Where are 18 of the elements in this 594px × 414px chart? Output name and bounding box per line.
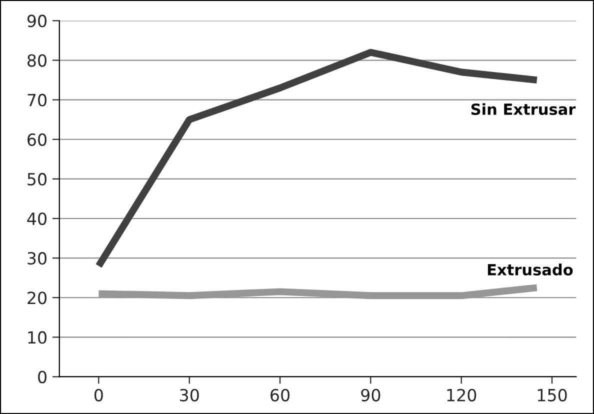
x-tick-label: 150 [538, 388, 567, 402]
y-tick-label: 90 [27, 14, 46, 28]
x-tick-label: 30 [180, 388, 199, 402]
x-tick-label: 60 [270, 388, 290, 402]
y-tick-label: 40 [27, 212, 46, 226]
y-tick-label: 10 [28, 331, 46, 344]
y-tick-label: 20 [28, 292, 46, 304]
series-label: Extrusado [488, 264, 573, 276]
y-tick-label: 60 [28, 133, 46, 146]
x-tick-label: 0 [94, 388, 103, 402]
x-tick-label: 90 [361, 388, 380, 402]
y-tick-label: 80 [28, 54, 46, 67]
y-tick-label: 30 [28, 252, 46, 265]
y-tick-label: 50 [28, 172, 46, 186]
series-label: Sin Extrusar [471, 103, 576, 116]
y-tick-label: 70 [28, 94, 46, 106]
y-tick-label: 0 [38, 370, 46, 384]
x-tick-label: 120 [447, 388, 476, 402]
